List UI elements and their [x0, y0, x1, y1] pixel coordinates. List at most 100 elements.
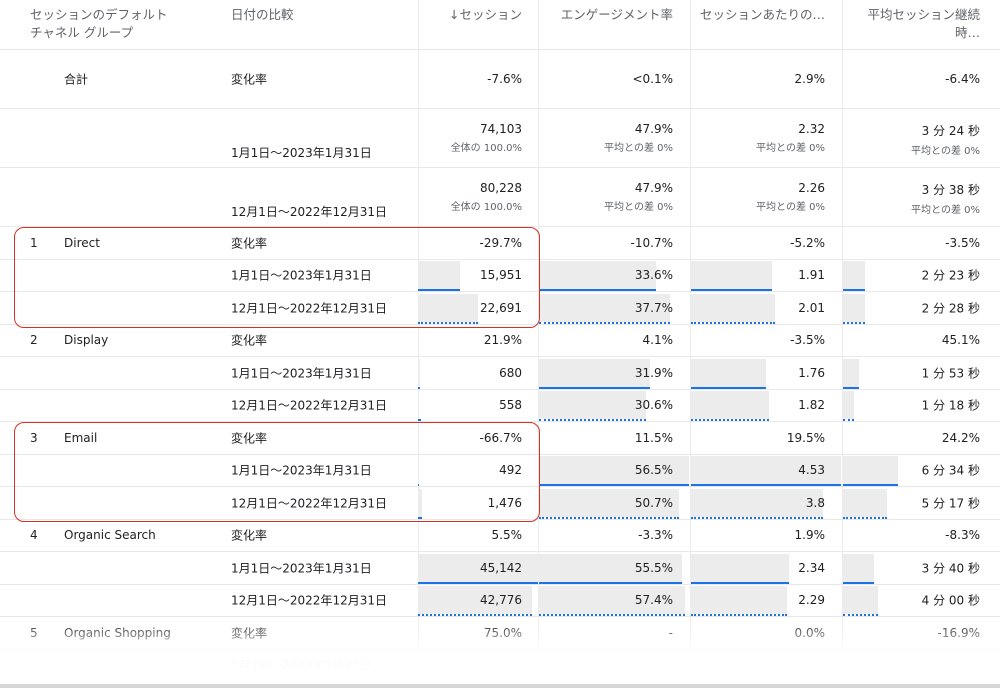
table-row[interactable]: 12月1日〜2022年12月31日 558 30.6% 1.82 1 分 18 秒 — [0, 390, 1000, 422]
metric-bar-line — [418, 484, 419, 486]
metric-value: 15,951 — [480, 268, 522, 283]
metric-value: -3.5% — [790, 333, 825, 348]
totals-sub: 平均との差 0% — [756, 143, 825, 154]
metric-value: 57.4% — [634, 593, 673, 608]
metric-bar-dotted — [539, 516, 679, 519]
metric-value: 24.2% — [941, 430, 980, 445]
metric-bar-dotted — [539, 321, 670, 324]
metric-bar-line — [843, 386, 859, 389]
metric-bar-dotted — [691, 321, 775, 324]
metric-bar — [418, 358, 420, 387]
metric-bar-line — [691, 386, 766, 389]
metric-bar — [691, 261, 772, 289]
table-row[interactable]: 1 Direct 変化率 -29.7% -10.7% -5.2% -3.5% — [0, 227, 1000, 260]
metric-value: -3.5% — [945, 235, 980, 250]
metric-bar-line — [843, 484, 898, 486]
metric-bar — [691, 553, 789, 582]
metric-value: 1.91 — [798, 268, 825, 283]
metric-value: 3 分 40 秒 — [921, 561, 980, 576]
header-avg-duration[interactable]: 平均セッション継続時… — [867, 7, 980, 40]
row-rank: 2 — [30, 333, 38, 348]
metric-value: 2.01 — [798, 300, 825, 315]
metric-bar-line — [843, 289, 865, 291]
totals-sub: 全体の 100.0% — [450, 202, 522, 213]
table-row[interactable]: 1月1日〜2023年1月31日 15,951 33.6% 1.91 2 分 23 秒 — [0, 260, 1000, 292]
header-engagement-rate[interactable]: エンゲージメント率 — [560, 7, 673, 22]
metric-bar-line — [843, 581, 874, 584]
metric-value: 33.6% — [634, 268, 673, 283]
metric-value: -66.7% — [479, 430, 522, 445]
date-label: 1月1日〜2023年1月31日 — [231, 146, 372, 160]
metric-bar — [843, 553, 874, 582]
table-row[interactable]: 12月1日〜2022年12月31日 42,776 57.4% 2.29 4 分 00 秒 — [0, 585, 1000, 617]
metric-bar — [418, 586, 532, 614]
metric-bar — [539, 586, 685, 614]
metric-bar — [691, 391, 769, 419]
metric-bar-line — [539, 581, 682, 584]
header-date-compare[interactable]: 日付の比較 — [231, 7, 294, 22]
metric-value: 5.5% — [491, 528, 523, 543]
table-row[interactable]: 1月1日〜2023年1月31日 680 31.9% 1.76 1 分 53 秒 — [0, 357, 1000, 390]
table-row[interactable]: 4 Organic Search 変化率 5.5% -3.3% 1.9% -8.3% — [0, 520, 1000, 552]
metric-bar-line — [539, 386, 650, 389]
header-channel[interactable]: セッションのデフォルト チャネル グループ — [30, 7, 168, 40]
metric-value: 4.1% — [642, 333, 674, 348]
row-rank: 3 — [30, 430, 38, 445]
metric-value: -8.3% — [945, 528, 980, 543]
channel-name[interactable]: Direct — [64, 235, 100, 250]
date-label: 1月1日〜2023年1月31日 — [231, 268, 372, 283]
metric-value: 4 分 00 秒 — [921, 593, 980, 608]
metric-bar-line — [418, 289, 460, 291]
metric-bar — [418, 488, 422, 517]
metric-bar — [843, 293, 865, 322]
metric-bar-dotted — [691, 614, 787, 616]
metric-bar — [843, 391, 854, 419]
metric-bar — [691, 293, 775, 322]
table-row[interactable]: 12月1日〜2022年12月31日 22,691 37.7% 2.01 2 分 28 秒 — [0, 292, 1000, 325]
metric-bar — [418, 456, 419, 484]
totals-label: 合計 — [64, 72, 89, 87]
totals-sub: 平均との差 0% — [911, 205, 980, 216]
header-sessions-per-user[interactable]: セッションあたりの… — [699, 7, 825, 22]
highlight-box-email — [14, 422, 540, 522]
metric-bar-line — [539, 289, 656, 291]
row-rank: 4 — [30, 528, 38, 543]
totals-change-value: <0.1% — [632, 72, 673, 86]
date-label: 変化率 — [231, 72, 268, 87]
metric-bar-dotted — [539, 419, 646, 421]
metric-bar — [843, 488, 887, 517]
metric-value: -5.2% — [790, 235, 825, 250]
metric-bar-dotted — [691, 516, 823, 519]
metric-bar — [539, 391, 646, 419]
metric-value: 5 分 17 秒 — [921, 496, 980, 511]
date-label: 12月1日〜2022年12月31日 — [231, 398, 387, 413]
channel-name[interactable]: Email — [64, 430, 98, 445]
table-row[interactable]: 12月1日〜2022年12月31日 1,476 50.7% 3.8 5 分 17 秒 — [0, 487, 1000, 520]
metric-value: 22,691 — [480, 300, 522, 315]
metric-bar-line — [418, 581, 538, 584]
metric-value: 45.1% — [941, 333, 980, 348]
date-label: 1月1日〜2023年1月31日 — [231, 463, 372, 478]
metric-value: 1 分 53 秒 — [921, 366, 980, 381]
table-row[interactable]: 2 Display 変化率 21.9% 4.1% -3.5% 45.1% — [0, 325, 1000, 357]
metric-bar-dotted — [843, 321, 865, 324]
table-row[interactable]: 3 Email 変化率 -66.7% 11.5% 19.5% 24.2% — [0, 422, 1000, 455]
header-sessions[interactable]: ↓セッション — [449, 7, 522, 22]
channel-name[interactable]: Display — [64, 333, 109, 348]
metric-value: 11.5% — [634, 430, 673, 445]
table-row[interactable]: 1月1日〜2023年1月31日 492 56.5% 4.53 6 分 34 秒 — [0, 455, 1000, 487]
table-row[interactable]: 1月1日〜2023年1月31日 45,142 55.5% 2.34 3 分 40 秒 — [0, 552, 1000, 585]
metric-bar — [691, 586, 787, 614]
channel-name[interactable]: Organic Search — [64, 528, 156, 543]
metric-bar — [539, 456, 689, 484]
metric-value: -29.7% — [479, 235, 522, 250]
column-divider — [418, 0, 419, 688]
metric-value: 6 分 34 秒 — [921, 463, 980, 478]
metric-bar — [539, 358, 650, 387]
scroll-fade — [0, 620, 1000, 688]
metric-bar-dotted — [418, 614, 532, 616]
metric-value: 42,776 — [480, 593, 522, 608]
metric-bar-dotted — [418, 419, 419, 421]
metric-value: 21.9% — [483, 333, 522, 348]
